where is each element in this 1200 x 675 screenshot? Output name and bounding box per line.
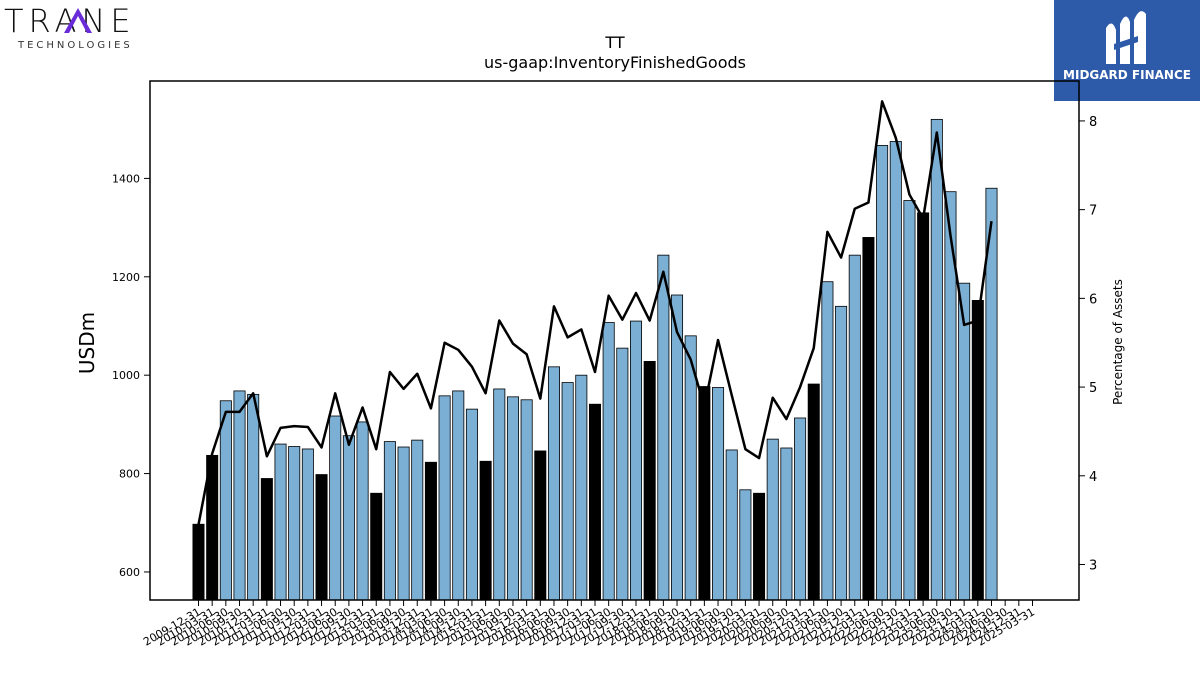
- bar: [657, 254, 670, 601]
- bar: [821, 281, 834, 601]
- y2-tick-label: 7: [1089, 204, 1097, 219]
- bar: [602, 322, 615, 601]
- y-tick-label: 1400: [112, 172, 140, 185]
- right-axis-ticks: 3 4 5 6 7 8: [1079, 115, 1097, 574]
- bar: [397, 446, 410, 601]
- bar: [192, 523, 205, 601]
- bar: [465, 408, 478, 601]
- bar: [274, 443, 287, 601]
- y-tick-label: 600: [119, 566, 140, 579]
- y-tick-label: 800: [119, 468, 140, 481]
- trane-wordmark: TRANE: [4, 2, 136, 40]
- bar: [561, 382, 574, 601]
- midgard-finance-logo: MIDGARD FINANCE: [1054, 0, 1200, 101]
- midgard-emblem-icon: [1106, 11, 1146, 65]
- bar: [288, 446, 301, 601]
- bar: [479, 460, 492, 601]
- bar: [424, 461, 437, 601]
- bar: [342, 435, 355, 601]
- trane-technologies-logo: TRANE TECHNOLOGIES: [4, 2, 136, 51]
- chart-subtitle: us-gaap:InventoryFinishedGoods: [484, 53, 746, 72]
- bar: [794, 417, 807, 601]
- bar: [356, 421, 369, 601]
- bar: [411, 439, 424, 601]
- bar: [903, 200, 916, 601]
- bar: [753, 492, 766, 601]
- y2-axis-label: Percentage of Assets: [1111, 279, 1125, 405]
- x-axis-ticks: 2009-12-312010-03-312010-06-302010-09-30…: [141, 600, 1037, 649]
- bar: [520, 399, 533, 601]
- percentage-line: [197, 100, 993, 525]
- left-axis-ticks: 600 800 1000 1200 1400: [112, 172, 150, 579]
- bar: [383, 441, 396, 601]
- bar: [807, 383, 820, 601]
- bar: [247, 393, 260, 601]
- bar: [219, 400, 232, 601]
- y2-tick-label: 3: [1089, 559, 1097, 574]
- bar: [370, 492, 383, 601]
- bar: [534, 450, 547, 601]
- bar: [643, 361, 656, 601]
- y-axis-label: USDm: [75, 312, 99, 374]
- bar: [698, 386, 711, 601]
- trane-subtitle: TECHNOLOGIES: [17, 40, 133, 51]
- bar: [971, 300, 984, 601]
- bar: [260, 478, 273, 601]
- bar: [547, 366, 560, 601]
- y2-tick-label: 4: [1089, 470, 1097, 485]
- midgard-brand-name: MIDGARD FINANCE: [1063, 68, 1191, 82]
- chart-title: TT: [604, 33, 624, 52]
- bar: [233, 390, 246, 601]
- y-tick-label: 1200: [112, 271, 140, 284]
- bar: [588, 403, 602, 601]
- bar: [616, 347, 629, 601]
- bar: [329, 415, 342, 601]
- bar: [452, 390, 465, 601]
- bar: [766, 438, 779, 601]
- bar: [930, 118, 943, 601]
- bar: [739, 489, 752, 601]
- bar: [848, 254, 861, 601]
- bar: [835, 305, 848, 601]
- bar-series: [192, 118, 998, 601]
- bar: [780, 447, 793, 601]
- bar: [493, 388, 506, 601]
- bar: [725, 449, 738, 601]
- bar: [315, 474, 328, 601]
- bar: [876, 145, 889, 601]
- bar: [506, 396, 519, 601]
- bar: [958, 282, 971, 601]
- y2-tick-label: 8: [1089, 115, 1097, 130]
- bar: [301, 448, 314, 601]
- bar: [712, 387, 725, 601]
- y2-tick-label: 6: [1089, 292, 1097, 307]
- bar: [862, 237, 875, 601]
- bar: [917, 212, 930, 601]
- y-tick-label: 1000: [112, 369, 140, 382]
- trane-accent-chevron: [64, 8, 92, 33]
- bar: [575, 374, 588, 601]
- line-series: [197, 100, 993, 525]
- plot-frame: [149, 80, 1080, 601]
- bar: [630, 320, 643, 601]
- y2-tick-label: 5: [1089, 381, 1097, 396]
- bar: [438, 395, 451, 601]
- bar: [889, 141, 902, 601]
